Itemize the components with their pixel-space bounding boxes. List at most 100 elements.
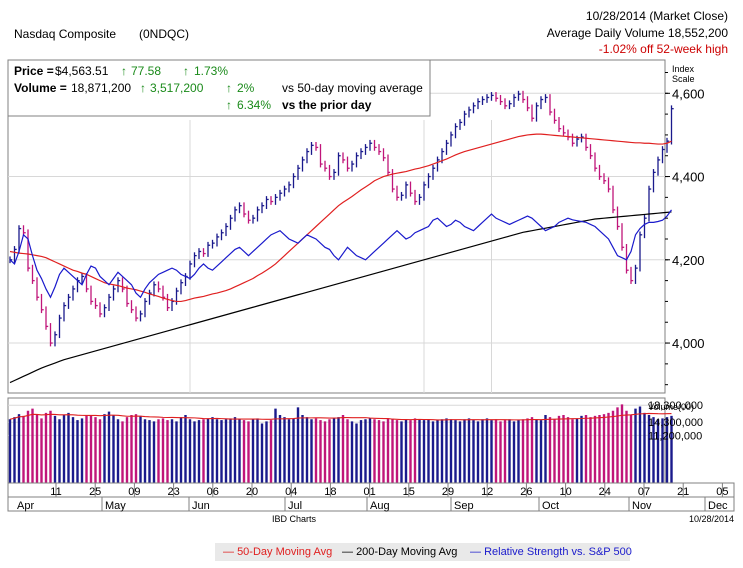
price-bar: [67, 293, 71, 309]
price-bar: [18, 225, 22, 253]
volume-bar: [53, 415, 57, 483]
price-bar: [643, 214, 647, 239]
volume-bar: [197, 420, 201, 483]
price-bar: [535, 102, 539, 122]
volume-bar: [413, 418, 417, 483]
price-bar: [333, 169, 337, 180]
price-bar: [121, 277, 125, 293]
volume-bar: [242, 420, 246, 483]
legend: — 50-Day Moving Avg — 200-Day Moving Avg…: [215, 543, 632, 561]
volume-bar: [377, 420, 381, 483]
volume-bar: [238, 419, 241, 483]
price-value: $4,563.51: [55, 64, 109, 78]
price-bar: [387, 154, 391, 176]
volume-bar: [265, 421, 268, 483]
x-month-label: Jul: [288, 500, 302, 512]
price-bar: [63, 302, 67, 322]
x-day-label: 04: [285, 486, 297, 498]
volume-bar: [643, 412, 646, 483]
up-arrow-icon: ↑: [183, 64, 189, 78]
volume-bar: [490, 420, 493, 483]
volume-bar: [337, 417, 340, 483]
off-high-line: -1.02% off 52-week high: [599, 42, 728, 56]
price-bar: [288, 181, 292, 193]
x-day-label: 05: [716, 486, 728, 498]
volume-bar: [76, 420, 79, 483]
volume-bar: [418, 419, 421, 483]
ma200-line: [9, 211, 672, 384]
volume-bar: [598, 415, 601, 483]
volume-bar: [283, 417, 286, 483]
volume-bar: [553, 419, 556, 483]
price-bar: [414, 189, 418, 205]
price-bar: [351, 160, 355, 172]
price-bar: [265, 196, 269, 210]
up-arrow-icon: ↑: [140, 81, 146, 95]
price-bar: [468, 106, 472, 118]
source-label: IBD Charts: [272, 514, 317, 524]
price-bar: [238, 202, 242, 214]
volume-bar: [571, 419, 574, 483]
price-bar: [508, 100, 512, 110]
volume-bar: [274, 408, 277, 483]
volume-bar: [557, 415, 561, 483]
volume-bar: [166, 420, 169, 483]
volume-tick-label: 18,300,000: [648, 400, 703, 412]
up-arrow-icon: ↑: [226, 81, 232, 95]
volume-bar: [170, 419, 174, 483]
volume-bar: [517, 420, 520, 483]
volume-bar: [373, 419, 376, 483]
volume-bar: [431, 421, 435, 483]
price-bar: [328, 164, 332, 180]
volume-bar: [85, 415, 88, 483]
x-day-label: 10: [559, 486, 571, 498]
volume-bar: [512, 421, 516, 483]
price-bar: [103, 304, 107, 318]
volume-bar: [539, 420, 543, 483]
price-bar: [252, 214, 256, 224]
price-bar: [243, 202, 247, 218]
price-tick-label: 4,600: [672, 86, 705, 101]
volume-bar: [103, 414, 106, 483]
volume-bar: [445, 418, 448, 483]
price-label: Price =: [14, 64, 54, 78]
price-bar: [607, 177, 611, 193]
volume-bar: [611, 410, 615, 483]
price-bar: [616, 206, 620, 230]
volume-bar: [116, 419, 120, 483]
price-bar: [90, 285, 94, 305]
legend-ma50: — 50-Day Moving Avg: [223, 546, 333, 558]
symbol-code: (0NDQC): [139, 27, 189, 41]
date-line: 10/28/2014 (Market Close): [586, 9, 728, 23]
volume-bar: [328, 419, 331, 483]
volume-bar: [584, 415, 588, 483]
volume-bar: [260, 423, 264, 483]
price-bar: [382, 148, 386, 162]
x-month-label: May: [105, 500, 126, 512]
price-bar: [202, 248, 206, 257]
price-bar: [346, 156, 350, 172]
price-bar: [45, 306, 49, 330]
x-day-label: 24: [599, 486, 611, 498]
price-bar: [549, 94, 553, 116]
up-arrow-icon: ↑: [121, 64, 127, 78]
volume-panel: [7, 397, 666, 484]
price-bar: [126, 285, 130, 307]
price-bar: [522, 90, 526, 103]
price-bar: [445, 139, 449, 155]
volume-avg-line: [9, 412, 672, 421]
price-bar: [220, 229, 224, 241]
price-bar: [310, 142, 314, 155]
volume-bar: [67, 412, 70, 483]
price-bar: [166, 293, 170, 311]
price-bar: [652, 169, 656, 193]
volume-bar: [80, 418, 84, 483]
symbol-name: Nasdaq Composite: [14, 27, 116, 41]
price-bar: [477, 98, 481, 110]
price-bar: [495, 92, 499, 102]
volume-bar: [341, 415, 345, 483]
price-bar: [112, 285, 116, 301]
price-bar: [31, 264, 35, 284]
volume-bar: [575, 418, 579, 483]
